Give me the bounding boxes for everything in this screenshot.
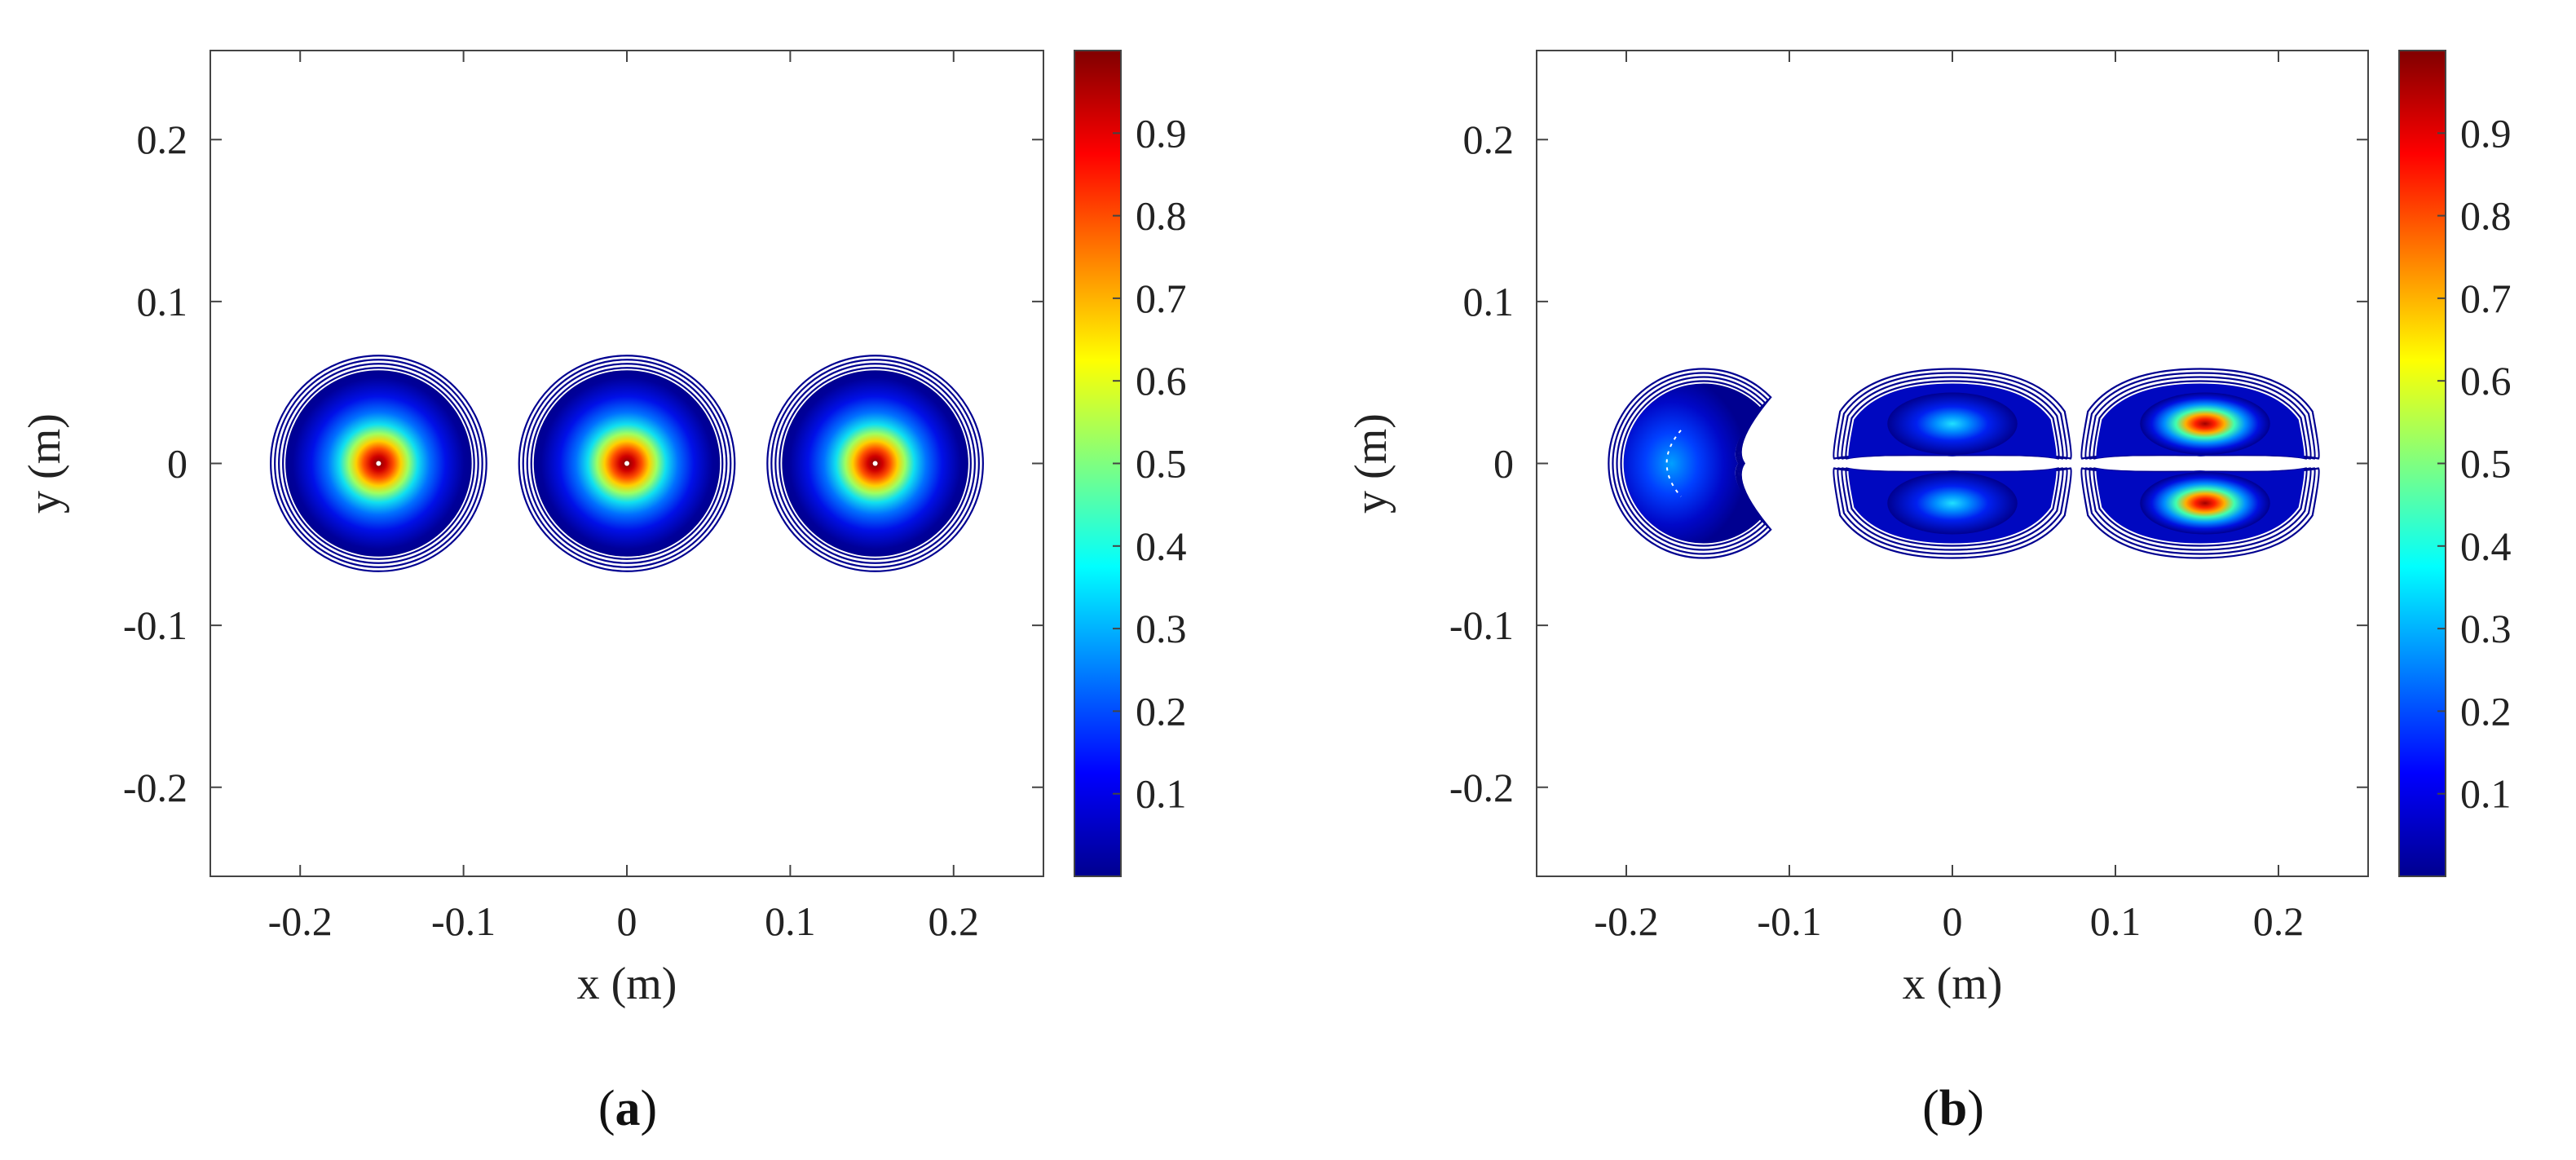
panel-a: -0.2 -0.1 0 0.1 0.2 -0.2 -0.1 0 0.1 0.2 x (m) y (m)…	[20, 50, 1187, 1136]
colorbar-tick-label: 0.6	[1136, 358, 1187, 404]
colorbar-tick-label: 0.4	[1136, 523, 1187, 569]
panel-caption: (a)	[598, 1081, 657, 1136]
x-tick-label: -0.2	[268, 898, 333, 944]
y-axis-label: y (m)	[1346, 413, 1396, 514]
x-tick-label: 0.1	[2090, 898, 2142, 944]
y-tick-label: 0.2	[137, 117, 188, 162]
y-tick-label: 0.1	[137, 279, 188, 324]
x-tick-label: 0	[1943, 898, 1963, 944]
colorbar-tick-label: 0.4	[2460, 523, 2512, 569]
x-tick-label: 0.2	[2253, 898, 2305, 944]
y-tick-label: 0	[1493, 441, 1514, 487]
y-tick-label: -0.2	[123, 765, 187, 810]
colorbar-tick-label: 0.9	[1136, 110, 1187, 156]
y-tick-label: 0	[167, 441, 187, 487]
y-tick-label: -0.1	[123, 602, 187, 648]
x-axis-label: x (m)	[1903, 959, 2003, 1009]
colorbar-tick-label: 0.7	[2460, 276, 2512, 321]
panel-caption: (b)	[1922, 1081, 1984, 1136]
panel-b: -0.2 -0.1 0 0.1 0.2 -0.2 -0.1 0 0.1 0.2 x (m) y (m)…	[1346, 50, 2512, 1136]
y-tick-label: -0.1	[1449, 602, 1514, 648]
colorbar-tick-label: 0.1	[1136, 771, 1187, 817]
colorbar-tick-label: 0.5	[1136, 441, 1187, 487]
colorbar-tick-label: 0.7	[1136, 276, 1187, 321]
heatmap-field	[1608, 368, 2320, 559]
x-tick-label: -0.1	[1757, 898, 1821, 944]
x-tick-label: -0.1	[431, 898, 496, 944]
heatmap-blob	[1608, 368, 1772, 559]
colorbar-tick-label: 0.3	[1136, 606, 1187, 651]
y-axis-label: y (m)	[20, 413, 70, 514]
colorbar-tick-label: 0.8	[2460, 193, 2512, 239]
x-tick-label: 0.1	[765, 898, 816, 944]
colorbar-tick-label: 0.3	[2460, 606, 2512, 651]
x-tick-label: -0.2	[1594, 898, 1658, 944]
heatmap-blob	[270, 355, 487, 572]
colorbar-tick-label: 0.2	[1136, 688, 1187, 734]
colorbar-tick-label: 0.6	[2460, 358, 2512, 404]
x-axis-label: x (m)	[577, 959, 677, 1009]
colorbar-tick-label: 0.9	[2460, 110, 2512, 156]
heatmap-blob	[2080, 368, 2320, 559]
heatmap-blob	[518, 355, 736, 572]
heatmap-blob	[766, 355, 984, 572]
colorbar-tick-label: 0.5	[2460, 441, 2512, 487]
colorbar-tick-label: 0.8	[1136, 193, 1187, 239]
heatmap-field	[270, 355, 984, 572]
colorbar-tick-label: 0.2	[2460, 688, 2512, 734]
colorbar-tick-label: 0.1	[2460, 771, 2512, 817]
heatmap-blob	[1833, 368, 2072, 559]
x-tick-label: 0.2	[929, 898, 980, 944]
x-tick-label: 0	[617, 898, 637, 944]
y-tick-label: -0.2	[1449, 765, 1514, 810]
y-tick-label: 0.1	[1463, 279, 1515, 324]
y-tick-label: 0.2	[1463, 117, 1515, 162]
